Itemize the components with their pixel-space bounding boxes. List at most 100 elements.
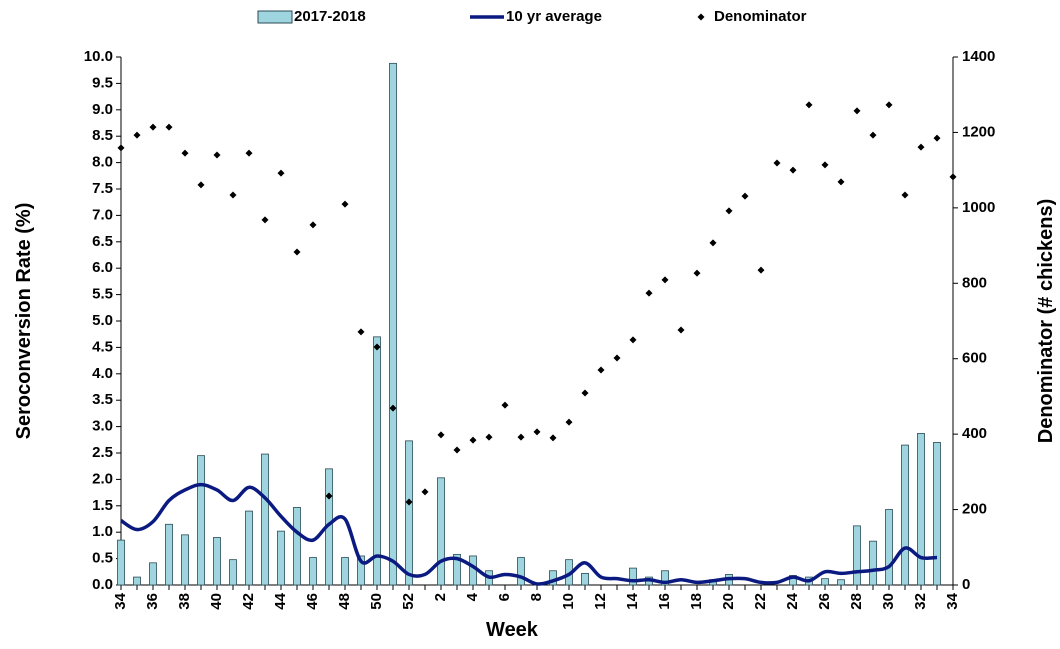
marker — [357, 328, 365, 336]
y-tick-label: 3.0 — [92, 418, 113, 435]
marker — [565, 418, 573, 426]
marker — [933, 134, 941, 142]
x-tick-label: 28 — [848, 593, 865, 610]
x-tick-label: 20 — [720, 593, 737, 610]
x-tick-label: 30 — [880, 593, 897, 610]
marker — [789, 166, 797, 174]
x-tick-label: 34 — [112, 592, 129, 609]
marker — [549, 434, 557, 442]
y-tick-label: 5.5 — [92, 286, 113, 303]
bar — [437, 477, 445, 586]
marker — [725, 207, 733, 215]
legend-label: Denominator — [714, 8, 807, 25]
bar — [197, 455, 205, 586]
marker — [293, 248, 301, 256]
legend-swatch — [257, 10, 293, 24]
marker — [533, 428, 541, 436]
x-tick-label: 4 — [464, 592, 481, 601]
x-tick-label: 22 — [752, 593, 769, 610]
marker — [613, 354, 621, 362]
legend-label: 2017-2018 — [294, 8, 366, 25]
y-tick-label: 6.0 — [92, 259, 113, 276]
x-tick-label: 40 — [208, 593, 225, 610]
marker — [261, 216, 269, 224]
y-axis-label: Seroconversion Rate (%) — [13, 203, 35, 440]
marker — [453, 446, 461, 454]
bar — [213, 537, 221, 586]
marker — [373, 343, 381, 351]
line — [120, 482, 938, 586]
marker — [149, 123, 157, 131]
y-tick-label: 8.5 — [92, 127, 113, 144]
y-tick-label: 1.0 — [92, 523, 113, 540]
marker — [917, 143, 925, 151]
x-tick-label: 44 — [272, 592, 289, 609]
bar — [453, 553, 461, 586]
marker — [885, 101, 893, 109]
marker — [661, 276, 669, 284]
bar — [837, 579, 845, 586]
marker — [421, 488, 429, 496]
x-tick-label: 36 — [144, 593, 161, 610]
marker — [245, 149, 253, 157]
marker — [597, 366, 605, 374]
bar — [389, 62, 397, 586]
marker — [437, 431, 445, 439]
bar — [293, 506, 301, 586]
marker — [581, 389, 589, 397]
bar — [229, 559, 237, 586]
x-tick-label: 26 — [816, 593, 833, 610]
y2-tick-label: 1000 — [962, 199, 995, 216]
bar — [373, 336, 381, 586]
marker — [805, 101, 813, 109]
marker — [869, 131, 877, 139]
marker — [693, 269, 701, 277]
y-tick-label: 8.0 — [92, 154, 113, 171]
marker — [389, 404, 397, 412]
y-tick-label: 1.5 — [92, 497, 113, 514]
marker — [853, 107, 861, 115]
marker — [325, 492, 333, 500]
x-tick-label: 12 — [592, 593, 609, 610]
bar — [885, 509, 893, 586]
marker — [277, 169, 285, 177]
x-tick-label: 2 — [432, 593, 449, 601]
marker — [901, 191, 909, 199]
y-tick-label: 3.5 — [92, 391, 113, 408]
bar — [277, 530, 285, 586]
y-tick-label: 2.0 — [92, 470, 113, 487]
x-tick-label: 10 — [560, 593, 577, 610]
marker — [517, 433, 525, 441]
x-axis-label: Week — [486, 619, 539, 641]
marker — [165, 123, 173, 131]
y2-tick-label: 0 — [962, 576, 970, 593]
legend-label: 10 yr average — [506, 8, 602, 25]
marker — [645, 289, 653, 297]
y-tick-label: 0.5 — [92, 550, 113, 567]
x-tick-label: 16 — [656, 593, 673, 610]
bar — [117, 539, 125, 586]
y-tick-label: 4.0 — [92, 365, 113, 382]
x-tick-label: 24 — [784, 592, 801, 609]
bar — [853, 525, 861, 586]
marker — [741, 192, 749, 200]
marker — [229, 191, 237, 199]
x-tick-label: 8 — [528, 593, 545, 601]
bar — [869, 540, 877, 586]
bar — [933, 442, 941, 586]
bar — [917, 433, 925, 586]
bar — [341, 557, 349, 586]
y-tick-label: 0.0 — [92, 576, 113, 593]
marker — [181, 149, 189, 157]
y-tick-label: 7.0 — [92, 206, 113, 223]
bar — [581, 572, 589, 586]
x-tick-label: 46 — [304, 593, 321, 610]
y-tick-label: 6.5 — [92, 233, 113, 250]
bar — [901, 444, 909, 586]
marker — [117, 144, 125, 152]
x-tick-label: 48 — [336, 593, 353, 610]
bar — [133, 576, 141, 586]
y2-tick-label: 200 — [962, 501, 987, 518]
marker — [197, 181, 205, 189]
